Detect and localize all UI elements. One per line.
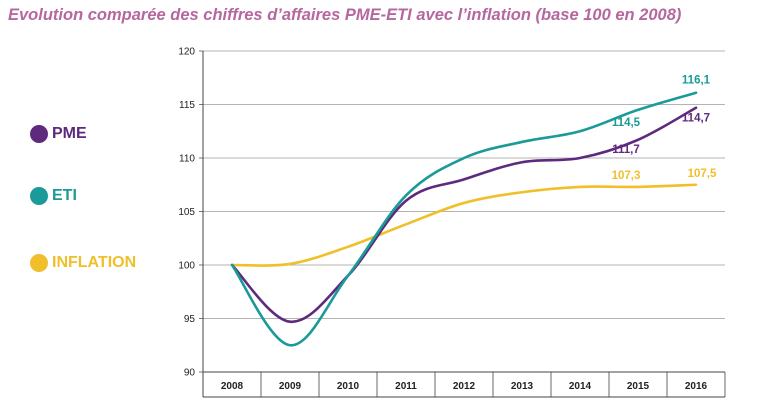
legend-item-pme: PME [30, 125, 87, 143]
data-label-eti: 116,1 [682, 75, 711, 87]
chart-title: Evolution comparée des chiffres d’affair… [8, 6, 682, 24]
x-tick-label: 2014 [569, 381, 592, 392]
x-tick-label: 2012 [453, 381, 476, 392]
legend-label-inflation: INFLATION [52, 254, 137, 271]
data-label-eti: 114,5 [612, 117, 641, 129]
legend-marker-inflation [30, 254, 48, 272]
series-line-inflation [230, 183, 698, 267]
legend-item-inflation: INFLATION [30, 254, 136, 272]
x-tick-label: 2015 [627, 381, 650, 392]
data-label-pme: 114,7 [682, 113, 710, 125]
y-tick-label: 95 [184, 314, 196, 325]
x-tick-label: 2013 [511, 381, 534, 392]
y-tick-label: 90 [184, 368, 196, 379]
legend-label-pme: PME [52, 125, 87, 142]
x-tick-label: 2011 [395, 381, 417, 392]
x-tick-label: 2016 [685, 381, 708, 392]
series-line-eti [230, 91, 698, 347]
legend-marker-eti [30, 187, 48, 205]
data-label-inflation: 107,3 [612, 170, 641, 182]
y-tick-label: 120 [178, 47, 195, 58]
legend-label-eti: ETI [52, 187, 77, 204]
legend-item-eti: ETI [30, 187, 77, 205]
legend-marker-pme [30, 125, 48, 143]
y-tick-label: 105 [178, 207, 195, 218]
data-label-pme: 111,7 [612, 144, 640, 156]
data-label-inflation: 107,5 [688, 168, 717, 180]
x-tick-label: 2009 [279, 381, 302, 392]
y-tick-label: 100 [178, 261, 195, 272]
series-line-pme [230, 106, 698, 324]
y-tick-label: 115 [179, 100, 195, 111]
y-tick-label: 110 [179, 154, 195, 165]
x-tick-label: 2010 [337, 381, 360, 392]
x-tick-label: 2008 [221, 381, 244, 392]
